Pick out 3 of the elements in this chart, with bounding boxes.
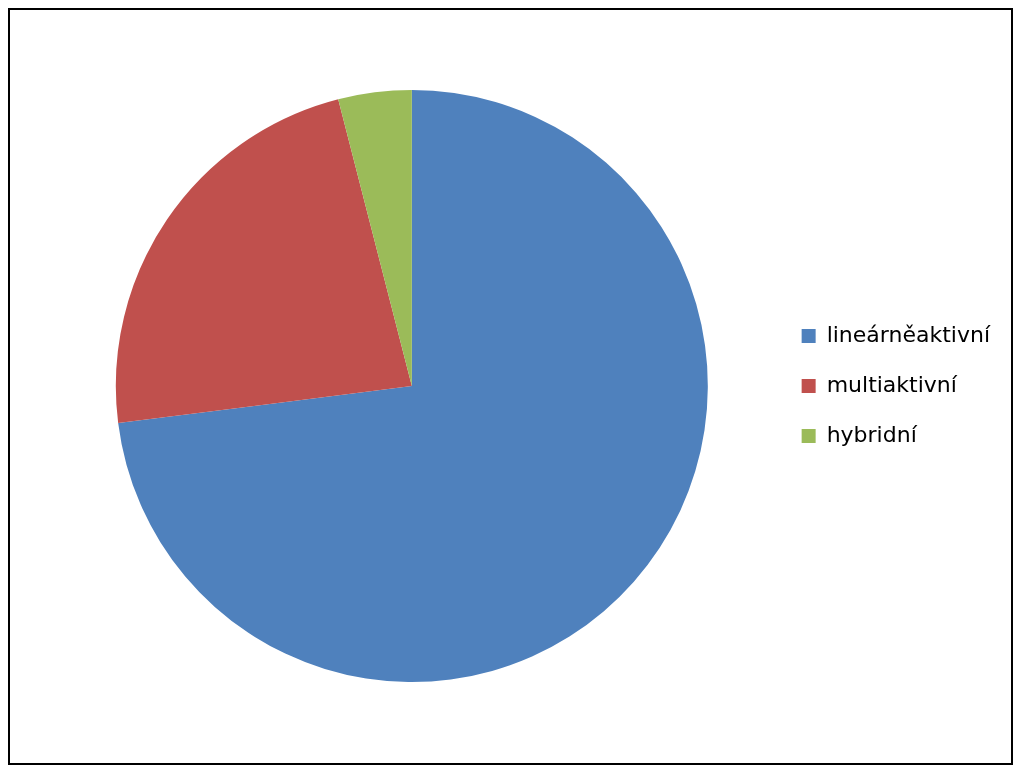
legend-label: hybridní (826, 421, 918, 447)
legend-label: lineárněaktivní (826, 321, 991, 347)
legend-label: multiaktivní (826, 371, 958, 397)
